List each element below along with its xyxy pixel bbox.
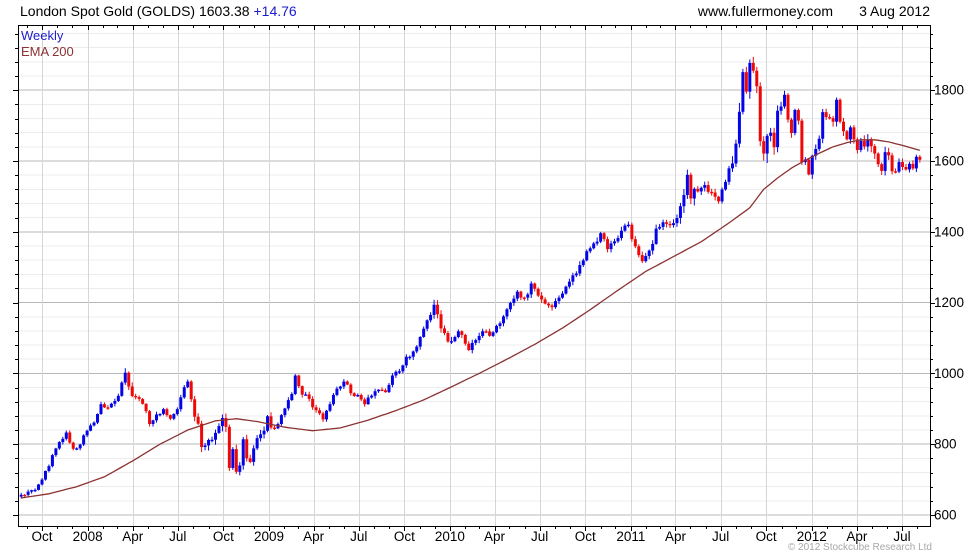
- x-tick-label: Apr: [303, 529, 325, 544]
- x-tick-label: Apr: [122, 529, 144, 544]
- axis-ticks: [13, 25, 935, 531]
- legend-ema-label: EMA 200: [21, 44, 74, 59]
- y-tick-label: 1400: [934, 224, 964, 239]
- y-tick-label: 1000: [934, 366, 964, 381]
- chart-title-text: London Spot Gold (GOLDS) 1603.38: [20, 3, 254, 19]
- x-tick-label: 2010: [435, 529, 465, 544]
- chart-change-value: +14.76: [253, 3, 297, 19]
- candlesticks: [19, 56, 922, 499]
- x-tick-label: Jul: [350, 529, 367, 544]
- x-tick-label: Jul: [531, 529, 548, 544]
- grid-minor: [18, 33, 930, 502]
- y-tick-label: 1200: [934, 295, 964, 310]
- x-tick-label: 2012: [797, 529, 827, 544]
- chart-title: London Spot Gold (GOLDS) 1603.38 +14.76: [20, 3, 297, 19]
- x-tick-label: Oct: [575, 529, 596, 544]
- grid-major: [18, 89, 930, 516]
- y-tick-label: 1800: [934, 83, 964, 98]
- y-axis-labels: 600 800 1000 1200 1400 1600 1800: [934, 83, 964, 523]
- chart-date: 3 Aug 2012: [859, 3, 930, 19]
- x-tick-label: Oct: [31, 529, 52, 544]
- x-tick-label: Oct: [756, 529, 777, 544]
- grid-vertical: [42, 25, 903, 526]
- x-tick-label: 2008: [73, 529, 103, 544]
- plot-border: [18, 25, 931, 527]
- x-tick-label: 2011: [616, 529, 645, 544]
- x-tick-label: Oct: [394, 529, 415, 544]
- x-tick-label: Jul: [893, 529, 910, 544]
- x-tick-label: Apr: [484, 529, 506, 544]
- legend-weekly-label: Weekly: [21, 28, 64, 43]
- y-tick-label: 1600: [934, 154, 964, 169]
- website-label: www.fullermoney.com: [697, 3, 833, 19]
- ema-200-line: [21, 139, 920, 499]
- x-tick-label: 2009: [254, 529, 284, 544]
- y-tick-label: 600: [934, 508, 957, 523]
- x-tick-label: Jul: [712, 529, 729, 544]
- x-axis-labels: Oct 2008 Apr Jul Oct 2009 Apr Jul Oct 2010 Apr Jul O…: [31, 529, 910, 544]
- x-tick-label: Apr: [665, 529, 687, 544]
- y-tick-label: 800: [934, 437, 957, 452]
- x-tick-label: Jul: [169, 529, 186, 544]
- x-tick-label: Apr: [846, 529, 868, 544]
- copyright-label: © 2012 Stockcube Research Ltd: [787, 542, 932, 553]
- x-tick-label: Oct: [213, 529, 234, 544]
